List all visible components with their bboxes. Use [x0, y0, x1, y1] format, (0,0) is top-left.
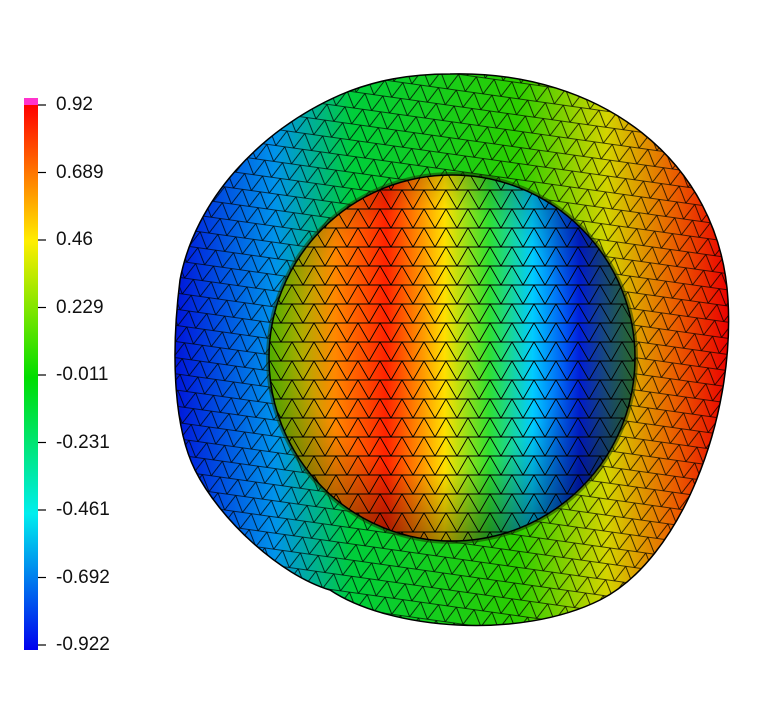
colorbar-tick-label: 0.46: [56, 229, 93, 250]
mesh-render: [174, 73, 730, 627]
colorbar-tick-marks: [38, 104, 46, 646]
colorbar-tick-label: 0.689: [56, 161, 104, 183]
mesh-viewport: [160, 0, 775, 713]
colorbar-svg: [24, 98, 46, 650]
colorbar-tick-label: -0.692: [56, 566, 110, 588]
colorbar-tick-label: -0.922: [56, 634, 110, 655]
colorbar-legend: 0.92 0.689 0.46 0.229 -0.011 -0.231 -0.461 -0.6…: [0, 0, 160, 713]
colorbar-tick-label: -0.011: [56, 364, 109, 385]
colorbar-tick-label: -0.231: [56, 431, 110, 453]
colorbar-tick-label: 0.92: [56, 94, 93, 115]
colorbar-tick-label: -0.461: [56, 499, 110, 520]
inner-sphere: [266, 172, 638, 544]
colorbar-gradient: [24, 105, 38, 650]
colorbar-tick-label: 0.229: [56, 296, 104, 318]
colorbar-over-swatch: [24, 98, 38, 105]
